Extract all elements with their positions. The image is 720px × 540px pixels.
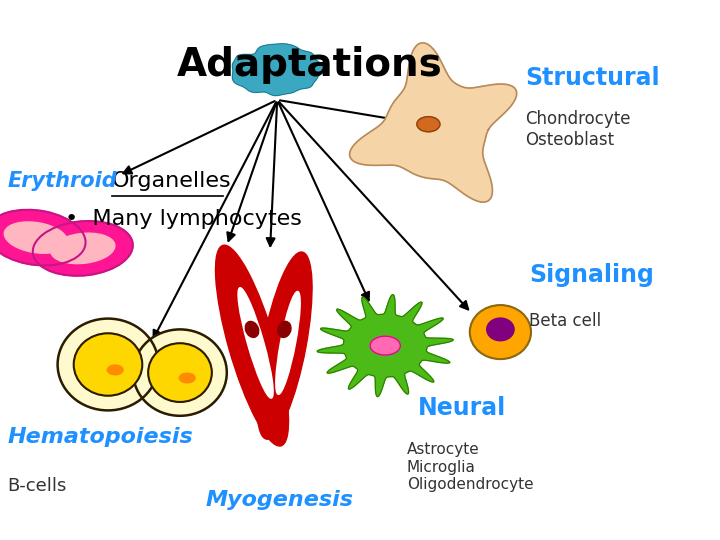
Ellipse shape bbox=[0, 210, 86, 266]
Ellipse shape bbox=[238, 288, 273, 398]
Text: Organelles: Organelles bbox=[112, 171, 231, 191]
Text: Structural: Structural bbox=[526, 66, 660, 90]
Ellipse shape bbox=[417, 117, 440, 132]
Ellipse shape bbox=[4, 222, 68, 253]
Ellipse shape bbox=[58, 319, 158, 410]
Ellipse shape bbox=[257, 252, 312, 439]
Ellipse shape bbox=[246, 321, 258, 338]
Polygon shape bbox=[233, 44, 327, 96]
Ellipse shape bbox=[276, 292, 300, 394]
Ellipse shape bbox=[370, 336, 400, 355]
Text: B-cells: B-cells bbox=[7, 477, 66, 495]
Polygon shape bbox=[318, 295, 453, 396]
Ellipse shape bbox=[469, 305, 531, 359]
Text: Neural: Neural bbox=[418, 396, 506, 420]
Text: Erythroid: Erythroid bbox=[7, 171, 117, 191]
Ellipse shape bbox=[50, 233, 115, 264]
Ellipse shape bbox=[148, 343, 212, 402]
Ellipse shape bbox=[33, 221, 132, 276]
Text: Myogenesis: Myogenesis bbox=[205, 489, 354, 510]
Text: •  Many lymphocytes: • Many lymphocytes bbox=[65, 208, 302, 229]
Ellipse shape bbox=[73, 333, 143, 396]
Ellipse shape bbox=[107, 365, 123, 375]
Text: Hematopoiesis: Hematopoiesis bbox=[7, 427, 193, 448]
Ellipse shape bbox=[179, 373, 195, 383]
Text: Signaling: Signaling bbox=[529, 264, 654, 287]
Text: Beta cell: Beta cell bbox=[529, 312, 601, 330]
Text: Adaptations: Adaptations bbox=[176, 46, 443, 84]
Polygon shape bbox=[350, 43, 517, 202]
Ellipse shape bbox=[278, 321, 291, 338]
Text: Astrocyte
Microglia
Oligodendrocyte: Astrocyte Microglia Oligodendrocyte bbox=[407, 442, 534, 492]
Ellipse shape bbox=[487, 318, 514, 341]
Ellipse shape bbox=[215, 245, 289, 446]
Ellipse shape bbox=[133, 329, 227, 416]
Text: Chondrocyte
Osteoblast: Chondrocyte Osteoblast bbox=[526, 110, 631, 149]
